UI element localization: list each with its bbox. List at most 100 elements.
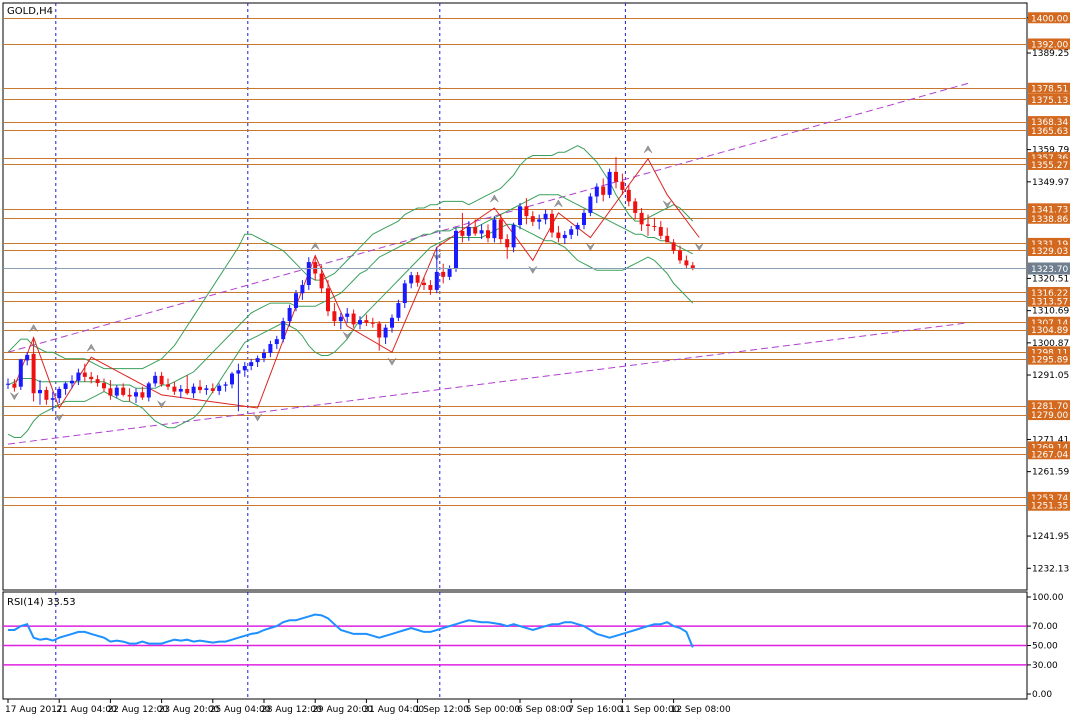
zigzag-line bbox=[13, 157, 700, 410]
candle-body-35 bbox=[230, 373, 234, 385]
level-tag-bg-22 bbox=[1028, 491, 1070, 503]
candle-body-53 bbox=[345, 313, 350, 317]
channel-line-1 bbox=[7, 322, 969, 445]
candle-body-68 bbox=[441, 271, 446, 277]
level-tag-label-15: 1304.89 bbox=[1031, 326, 1068, 336]
rsi-tick-label-1: 70.00 bbox=[1032, 622, 1058, 632]
level-tag-bg-23 bbox=[1028, 499, 1070, 511]
candle-body-3 bbox=[25, 354, 30, 361]
candle-body-19 bbox=[127, 394, 132, 397]
level-tag-label-3: 1375.13 bbox=[1031, 96, 1068, 106]
candle-body-57 bbox=[370, 322, 375, 324]
candle-body-37 bbox=[242, 366, 247, 371]
candle-body-28 bbox=[185, 388, 190, 394]
candle-body-34 bbox=[223, 384, 228, 386]
candle-body-63 bbox=[409, 275, 414, 284]
candle-body-64 bbox=[415, 275, 420, 283]
candle-body-98 bbox=[633, 201, 638, 213]
candle-body-104 bbox=[671, 242, 676, 251]
candle-body-17 bbox=[114, 387, 119, 396]
time-tick-label-9: 5 Sep 00:00 bbox=[466, 705, 521, 715]
candle-body-6 bbox=[44, 389, 49, 400]
level-tag-bg-17 bbox=[1028, 353, 1070, 365]
fractal-arrow-4 bbox=[157, 400, 166, 409]
level-tag-bg-3 bbox=[1028, 93, 1070, 105]
channel-line-0 bbox=[7, 82, 969, 353]
level-tag-label-12: 1316.22 bbox=[1031, 289, 1068, 299]
price-tick-label-3: 1349.97 bbox=[1032, 178, 1069, 188]
candle-body-30 bbox=[198, 386, 202, 390]
price-tick-label-8: 1271.41 bbox=[1032, 435, 1069, 445]
candle-body-26 bbox=[172, 386, 177, 392]
candle-body-11 bbox=[76, 372, 81, 381]
fractal-arrow-12 bbox=[554, 199, 563, 208]
level-tag-label-4: 1368.34 bbox=[1031, 118, 1068, 128]
candle-body-55 bbox=[358, 320, 362, 325]
level-tag-bg-6 bbox=[1028, 152, 1070, 164]
candle-body-4 bbox=[31, 353, 36, 394]
candle-body-85 bbox=[550, 213, 554, 233]
level-tag-bg-0 bbox=[1028, 12, 1070, 24]
current-price-tag-bg bbox=[1028, 262, 1070, 275]
level-tag-label-8: 1341.73 bbox=[1031, 205, 1068, 215]
fractal-arrow-1 bbox=[29, 323, 38, 332]
level-tag-bg-21 bbox=[1028, 448, 1070, 460]
candle-body-66 bbox=[428, 285, 433, 290]
candle-body-22 bbox=[146, 383, 151, 398]
candle-body-47 bbox=[306, 262, 311, 286]
level-tag-bg-12 bbox=[1028, 286, 1070, 298]
fractal-arrow-15 bbox=[662, 200, 672, 209]
price-tick-label-4: 1320.51 bbox=[1032, 274, 1069, 284]
level-tag-label-19: 1279.00 bbox=[1031, 411, 1068, 421]
time-tick-label-5: 28 Aug 12:00 bbox=[261, 705, 322, 715]
candle-body-107 bbox=[690, 265, 695, 268]
level-tag-bg-20 bbox=[1028, 441, 1070, 453]
candle-body-72 bbox=[466, 226, 471, 236]
candle-body-74 bbox=[479, 230, 484, 234]
level-tag-label-1: 1392.00 bbox=[1031, 40, 1068, 50]
level-tag-bg-14 bbox=[1028, 316, 1070, 328]
candle-body-97 bbox=[626, 189, 631, 202]
bollinger-upper-band bbox=[7, 145, 694, 370]
level-tag-bg-19 bbox=[1028, 409, 1070, 421]
level-tag-label-9: 1338.86 bbox=[1031, 215, 1068, 225]
fractal-arrow-7 bbox=[342, 331, 352, 340]
candle-body-101 bbox=[652, 225, 657, 227]
price-tick-label-2: 1359.79 bbox=[1032, 146, 1069, 156]
candle-body-5 bbox=[38, 389, 42, 394]
time-tick-label-13: 12 Sep 08:00 bbox=[671, 705, 731, 715]
fractal-arrow-16 bbox=[694, 243, 704, 251]
candle-body-69 bbox=[447, 268, 452, 277]
candle-body-24 bbox=[159, 375, 164, 385]
candle-body-27 bbox=[178, 388, 183, 392]
candle-body-90 bbox=[582, 212, 586, 226]
price-tick-label-9: 1261.59 bbox=[1032, 468, 1069, 478]
candle-body-61 bbox=[396, 303, 401, 318]
candle-body-14 bbox=[95, 379, 100, 384]
candle-body-93 bbox=[601, 186, 606, 195]
candle-body-8 bbox=[57, 388, 62, 399]
candle-body-58 bbox=[377, 323, 382, 338]
candle-body-42 bbox=[274, 339, 279, 345]
price-tick-label-11: 1232.13 bbox=[1032, 564, 1069, 574]
candle-body-23 bbox=[153, 375, 158, 384]
candle-body-100 bbox=[646, 224, 650, 226]
level-tag-bg-18 bbox=[1028, 400, 1070, 412]
candle-body-12 bbox=[82, 372, 87, 377]
candle-body-41 bbox=[268, 344, 273, 353]
fractal-arrow-3 bbox=[86, 343, 96, 352]
time-tick-label-10: 6 Sep 08:00 bbox=[517, 705, 572, 715]
time-tick-label-7: 31 Aug 04:00 bbox=[363, 705, 424, 715]
price-tick-label-10: 1241.95 bbox=[1032, 532, 1069, 542]
candle-body-0 bbox=[6, 383, 10, 385]
candle-body-84 bbox=[543, 213, 548, 220]
candle-body-33 bbox=[217, 385, 222, 391]
candle-body-88 bbox=[569, 229, 574, 235]
candle-body-18 bbox=[121, 387, 126, 395]
candle-body-80 bbox=[518, 206, 522, 226]
candle-body-9 bbox=[63, 383, 68, 389]
rsi-label: RSI(14) 33.53 bbox=[7, 597, 76, 608]
candle-body-39 bbox=[255, 358, 260, 363]
